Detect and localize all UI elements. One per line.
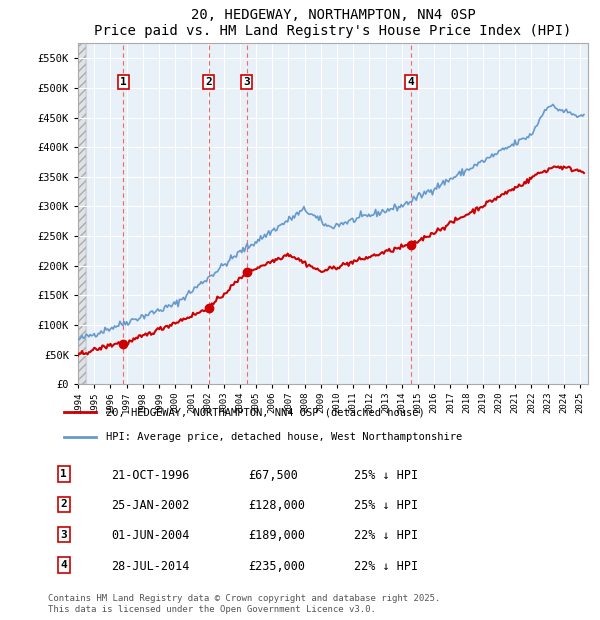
Text: £189,000: £189,000	[248, 529, 305, 542]
Text: 1: 1	[61, 469, 67, 479]
Text: 3: 3	[244, 77, 250, 87]
Title: 20, HEDGEWAY, NORTHAMPTON, NN4 0SP
Price paid vs. HM Land Registry's House Price: 20, HEDGEWAY, NORTHAMPTON, NN4 0SP Price…	[94, 8, 572, 38]
Text: £128,000: £128,000	[248, 499, 305, 512]
Text: Contains HM Land Registry data © Crown copyright and database right 2025.
This d: Contains HM Land Registry data © Crown c…	[48, 595, 440, 614]
Text: £67,500: £67,500	[248, 469, 299, 482]
Text: 4: 4	[407, 77, 415, 87]
Text: 1: 1	[120, 77, 127, 87]
Text: 3: 3	[61, 529, 67, 539]
Text: 2: 2	[205, 77, 212, 87]
Text: 28-JUL-2014: 28-JUL-2014	[112, 560, 190, 573]
Text: 01-JUN-2004: 01-JUN-2004	[112, 529, 190, 542]
Text: 21-OCT-1996: 21-OCT-1996	[112, 469, 190, 482]
Bar	[78, 43, 86, 384]
Text: 20, HEDGEWAY, NORTHAMPTON, NN4 0SP (detached house): 20, HEDGEWAY, NORTHAMPTON, NN4 0SP (deta…	[106, 407, 425, 417]
Text: 4: 4	[61, 560, 67, 570]
Text: £235,000: £235,000	[248, 560, 305, 573]
Text: HPI: Average price, detached house, West Northamptonshire: HPI: Average price, detached house, West…	[106, 432, 463, 442]
Text: 25% ↓ HPI: 25% ↓ HPI	[354, 499, 418, 512]
Text: 2: 2	[61, 499, 67, 509]
Text: 22% ↓ HPI: 22% ↓ HPI	[354, 560, 418, 573]
Text: 25% ↓ HPI: 25% ↓ HPI	[354, 469, 418, 482]
Text: 25-JAN-2002: 25-JAN-2002	[112, 499, 190, 512]
Text: 22% ↓ HPI: 22% ↓ HPI	[354, 529, 418, 542]
